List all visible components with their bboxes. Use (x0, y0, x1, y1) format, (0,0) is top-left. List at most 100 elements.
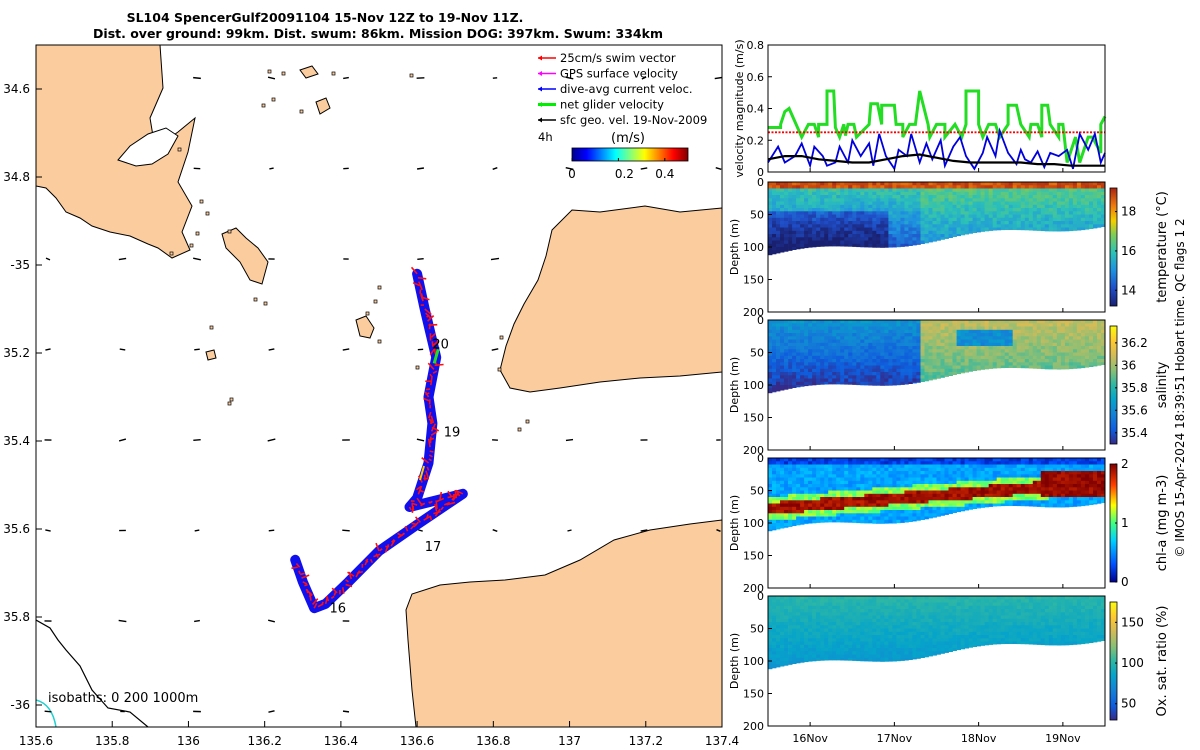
section-cell (1084, 474, 1090, 478)
section-cell (1068, 191, 1074, 196)
section-cell (1068, 467, 1074, 472)
section-cell (956, 458, 961, 462)
section-cell (888, 372, 893, 376)
section-cell (1101, 208, 1106, 212)
section-cell (968, 349, 973, 353)
section-cell (848, 497, 853, 501)
section-cell (1068, 188, 1074, 193)
section-cell (1076, 182, 1082, 186)
section-cell (980, 490, 985, 495)
section-cell (1089, 217, 1094, 222)
section-cell (804, 458, 809, 462)
section-cell (852, 243, 857, 247)
section-cell (832, 230, 837, 235)
section-cell (880, 346, 885, 350)
section-cell (776, 349, 781, 353)
section-cell (968, 339, 973, 344)
section-cell (1004, 464, 1010, 469)
section-cell (864, 195, 869, 199)
swim-vector (428, 500, 433, 504)
section-cell (1008, 342, 1014, 347)
section-cell (1089, 359, 1094, 363)
section-cell (1101, 464, 1106, 469)
section-cell (876, 493, 881, 498)
section-cell (1048, 214, 1054, 219)
section-cell (896, 362, 901, 366)
section-cell (1048, 336, 1054, 340)
island-2 (299, 65, 319, 79)
section-cell (928, 326, 933, 331)
surface-current-arrow (194, 529, 200, 532)
section-cell (896, 342, 901, 347)
section-cell (932, 227, 937, 232)
section-cell (808, 487, 813, 491)
section-cell (948, 326, 953, 331)
section-cell (952, 500, 957, 504)
section-cell (980, 359, 985, 363)
section-cell (996, 493, 1002, 498)
section-cell (908, 362, 913, 366)
section-cell (1040, 326, 1046, 331)
section-cell (824, 464, 829, 469)
section-cell (864, 234, 869, 238)
section-cell (788, 458, 793, 462)
section-cell (904, 342, 909, 347)
section-cell (840, 234, 845, 238)
section-cell (884, 510, 889, 514)
section-cell (940, 362, 945, 366)
section-cell (920, 230, 925, 235)
section-cell (1016, 467, 1022, 472)
section-cell (816, 217, 821, 222)
section-cell (788, 362, 793, 366)
section-cell (876, 490, 881, 495)
section-cell (940, 346, 945, 350)
section-cell (880, 227, 885, 232)
section-cell (988, 191, 994, 196)
section-cell (1012, 458, 1018, 462)
section-cell (868, 372, 873, 376)
section-cell (864, 198, 869, 202)
section-cell (832, 204, 837, 209)
section-cell (988, 487, 994, 491)
section-cell (896, 201, 901, 206)
section-cell (836, 510, 841, 514)
section-cell (1016, 503, 1022, 507)
section-cell (1064, 506, 1070, 508)
section-cell (1008, 191, 1014, 196)
section-cell (928, 510, 933, 514)
section-cell (972, 500, 977, 504)
section-cell (884, 523, 889, 524)
section-cell (968, 365, 973, 370)
section-cell (972, 214, 977, 219)
section-cell (768, 388, 773, 392)
velocity-y-tick-label: 0.4 (747, 103, 765, 116)
section-cell (956, 320, 961, 324)
section-cell (1044, 493, 1050, 498)
section-colorbar (1109, 187, 1118, 307)
section-cell (848, 355, 853, 360)
section-cell (840, 224, 845, 228)
section-cell (884, 487, 889, 491)
section-cell (1056, 500, 1062, 504)
section-cell (856, 336, 861, 340)
section-cell (868, 349, 873, 353)
swim-vector (317, 603, 324, 608)
velocity-y-tick-label: 0 (757, 166, 764, 179)
section-cell (996, 323, 1002, 327)
section-cell (916, 381, 921, 383)
section-cell (1028, 326, 1034, 331)
section-cell (812, 477, 817, 482)
section-cell (772, 480, 777, 485)
section-cell (976, 490, 981, 495)
section-cell (956, 503, 961, 508)
surface-current-arrow (267, 438, 276, 442)
section-cell (792, 493, 797, 498)
swim-vector (410, 266, 418, 275)
section-cell (980, 464, 985, 469)
section-cell (1052, 204, 1058, 209)
section-cell (900, 458, 905, 462)
section-cell (848, 375, 853, 379)
section-cell (1060, 497, 1066, 501)
section-cell (1080, 490, 1086, 495)
section-cell (952, 224, 957, 228)
